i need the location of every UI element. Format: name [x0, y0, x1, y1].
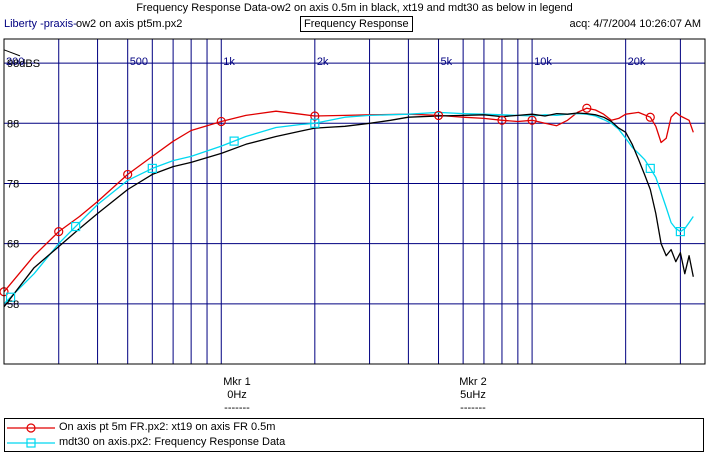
- circle-data-point: [645, 112, 655, 122]
- x-tick-label: 10k: [534, 56, 552, 68]
- marker-1-name: Mkr 1: [223, 376, 251, 388]
- mode-button[interactable]: Frequency Response: [300, 16, 413, 32]
- chart-title: Frequency Response Data-ow2 on axis 0.5m…: [136, 2, 573, 14]
- y-tick-label: 88: [7, 118, 19, 130]
- marker-2-readout: Mkr 2 5uHz -------: [443, 376, 503, 415]
- circle-data-point: [310, 111, 320, 121]
- plot-frame: [3, 38, 706, 365]
- square-data-point: [675, 226, 685, 237]
- circle-data-point: [216, 116, 226, 127]
- legend: On axis pt 5m FR.px2: xt19 on axis FR 0.…: [4, 418, 704, 452]
- square-data-point: [71, 221, 81, 232]
- circle-data-point: [123, 169, 133, 180]
- series-line-circle: [3, 107, 694, 293]
- legend-entry-cyan[interactable]: mdt30 on axis.px2: Frequency Response Da…: [5, 435, 703, 451]
- circle-data-point: [582, 103, 592, 113]
- y-tick-label: 98dBS: [7, 58, 40, 70]
- circle-data-point: [497, 115, 507, 125]
- y-tick-label: 78: [7, 178, 19, 190]
- app-name: Liberty -praxis-: [4, 18, 77, 30]
- legend-square-marker-icon: [7, 438, 55, 448]
- marker-1-readout: Mkr 1 0Hz -------: [207, 376, 267, 415]
- series-line-black: [3, 112, 694, 308]
- circle-data-point: [527, 115, 537, 125]
- square-data-point: [229, 136, 239, 146]
- acquisition-timestamp: acq: 4/7/2004 10:26:07 AM: [569, 18, 702, 30]
- legend-label: mdt30 on axis.px2: Frequency Response Da…: [59, 436, 286, 448]
- y-tick-label: 58: [7, 299, 19, 311]
- reference-mark: [3, 49, 21, 57]
- legend-circle-marker-icon: [7, 423, 55, 433]
- circle-data-point: [54, 226, 64, 237]
- x-tick-label: 5k: [441, 56, 453, 68]
- legend-entry-red[interactable]: On axis pt 5m FR.px2: xt19 on axis FR 0.…: [5, 420, 703, 436]
- x-tick-label: 200: [6, 56, 24, 68]
- marker-2-value: 5uHz: [460, 389, 486, 401]
- marker-1-dashes: -------: [224, 402, 250, 414]
- square-data-point: [310, 118, 320, 128]
- legend-label: On axis pt 5m FR.px2: xt19 on axis FR 0.…: [59, 421, 276, 433]
- square-data-point: [147, 163, 157, 173]
- y-tick-label: 68: [7, 239, 19, 251]
- marker-1-value: 0Hz: [227, 389, 247, 401]
- x-tick-label: 20k: [628, 56, 646, 68]
- x-tick-label: 2k: [317, 56, 329, 68]
- square-data-point: [645, 163, 655, 173]
- series-line-square: [3, 111, 694, 305]
- marker-2-dashes: -------: [460, 402, 486, 414]
- marker-2-name: Mkr 2: [459, 376, 487, 388]
- x-tick-label: 500: [130, 56, 148, 68]
- x-tick-label: 1k: [223, 56, 235, 68]
- circle-data-point: [433, 110, 444, 121]
- square-data-point: [5, 292, 16, 302]
- file-name: ow2 on axis pt5m.px2: [76, 18, 183, 30]
